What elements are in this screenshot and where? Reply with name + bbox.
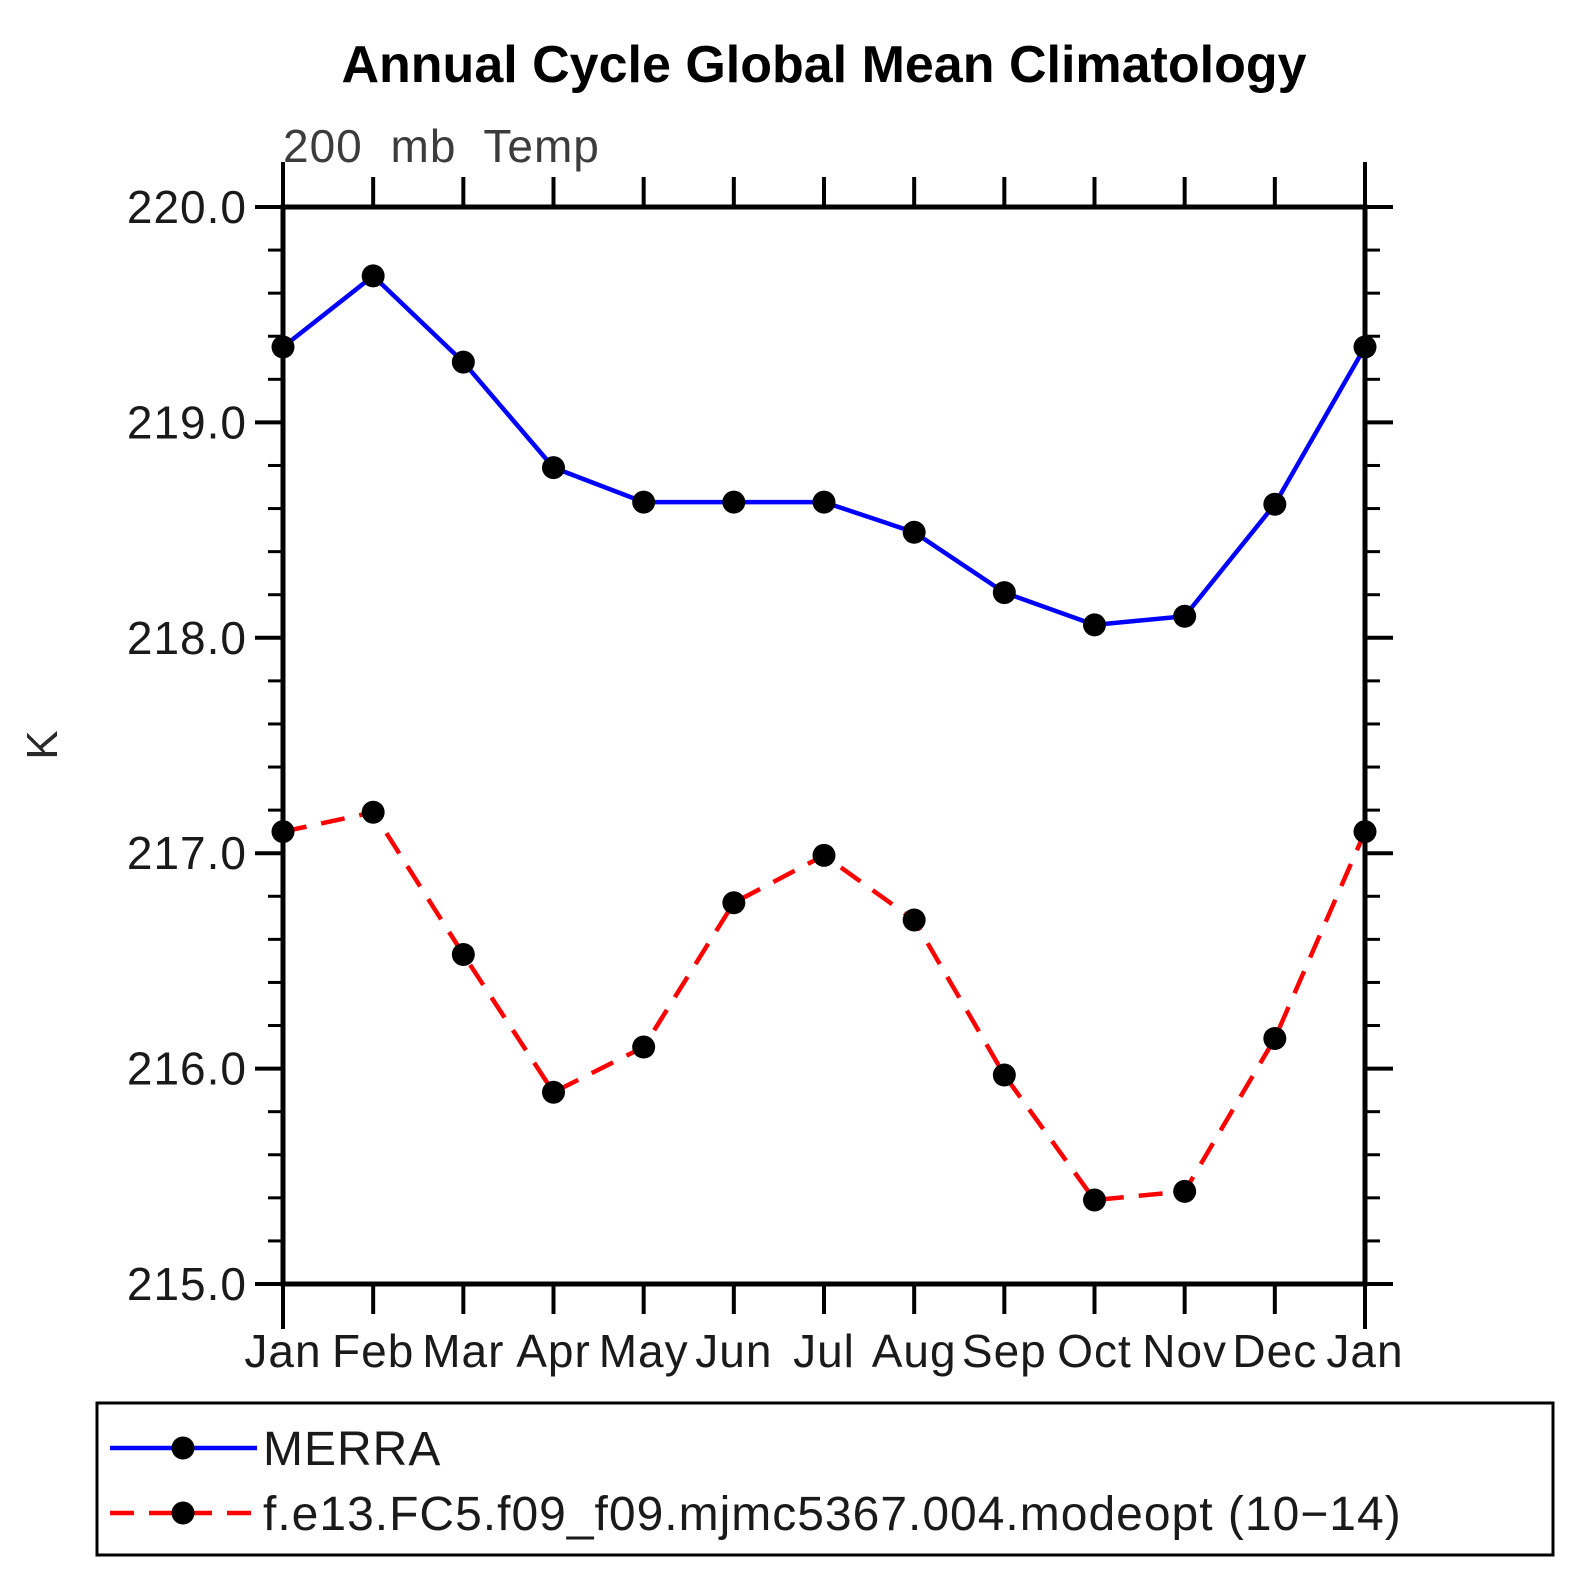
x-tick-label: Oct bbox=[1057, 1325, 1132, 1377]
series-line-merra bbox=[281, 273, 1367, 628]
x-tick-label: Jan bbox=[244, 1325, 321, 1377]
data-point-marker bbox=[992, 581, 1016, 605]
y-tick-label: 220.0 bbox=[127, 181, 247, 233]
x-tick-label: Feb bbox=[332, 1325, 414, 1377]
x-tick-label: May bbox=[599, 1325, 689, 1377]
x-tick-label: Dec bbox=[1232, 1325, 1317, 1377]
data-point-marker bbox=[542, 456, 565, 480]
legend-item-label: f.e13.FC5.f09_f09.mjmc5367.004.modeopt (… bbox=[263, 1488, 1402, 1541]
data-point-marker bbox=[902, 908, 926, 932]
data-point-marker bbox=[451, 350, 475, 374]
y-tick-label: 217.0 bbox=[127, 827, 247, 879]
data-point-marker bbox=[1263, 492, 1287, 516]
data-point-marker bbox=[722, 891, 746, 915]
data-point-marker bbox=[812, 490, 836, 514]
data-point-marker bbox=[1083, 1188, 1106, 1212]
y-tick-label: 215.0 bbox=[127, 1258, 247, 1310]
data-point-marker bbox=[361, 800, 385, 824]
data-point-marker bbox=[1263, 1026, 1287, 1050]
series-line-model bbox=[282, 810, 1368, 1203]
data-point-marker bbox=[632, 1035, 656, 1059]
y-tick-labels: 220.0 219.0 218.0 217.0 216.0 215.0 bbox=[127, 181, 247, 1310]
x-tick-label: Apr bbox=[516, 1325, 591, 1377]
legend-swatch-marker bbox=[171, 1501, 195, 1525]
data-point-marker bbox=[1173, 604, 1197, 628]
x-tick-labels: Jan Feb Mar Apr May Jun Jul Aug Sep Oct Nov Dec Jan bbox=[244, 1325, 1403, 1377]
data-series bbox=[271, 264, 1377, 1212]
y-tick-label: 216.0 bbox=[127, 1043, 247, 1095]
plot-axes bbox=[255, 162, 1393, 1329]
plot-frame bbox=[280, 204, 1368, 1287]
x-tick-label: Jan bbox=[1326, 1325, 1403, 1377]
data-point-marker bbox=[632, 490, 656, 514]
x-tick-label: Aug bbox=[872, 1325, 957, 1377]
data-point-marker bbox=[1173, 1179, 1197, 1203]
data-point-marker bbox=[992, 1063, 1016, 1087]
y-tick-label: 218.0 bbox=[127, 612, 247, 664]
x-tick-label: Jul bbox=[793, 1325, 855, 1377]
data-point-marker bbox=[542, 1080, 565, 1104]
chart-title: Annual Cycle Global Mean Climatology bbox=[341, 36, 1306, 94]
x-tick-label: Sep bbox=[962, 1325, 1047, 1377]
legend-swatch-marker bbox=[171, 1436, 195, 1460]
data-point-marker bbox=[271, 335, 295, 359]
data-point-marker bbox=[1353, 820, 1377, 844]
data-point-marker bbox=[812, 843, 836, 867]
legend: MERRA f.e13.FC5.f09_f09.mjmc5367.004.mode… bbox=[95, 1401, 1555, 1557]
data-point-marker bbox=[1083, 613, 1106, 637]
data-point-marker bbox=[902, 520, 926, 544]
x-tick-label: Jun bbox=[695, 1325, 772, 1377]
data-point-marker bbox=[271, 820, 295, 844]
x-tick-label: Mar bbox=[422, 1325, 504, 1377]
data-point-marker bbox=[1353, 335, 1377, 359]
data-point-marker bbox=[361, 264, 385, 288]
data-point-marker bbox=[722, 490, 746, 514]
data-point-marker bbox=[451, 942, 475, 966]
legend-box bbox=[95, 1401, 1555, 1557]
legend-item-label: MERRA bbox=[263, 1423, 441, 1476]
y-axis-label: K bbox=[18, 730, 67, 759]
chart-subtitle: 200 mb Temp bbox=[283, 120, 600, 172]
y-tick-label: 219.0 bbox=[127, 396, 247, 448]
x-tick-label: Nov bbox=[1142, 1325, 1227, 1377]
